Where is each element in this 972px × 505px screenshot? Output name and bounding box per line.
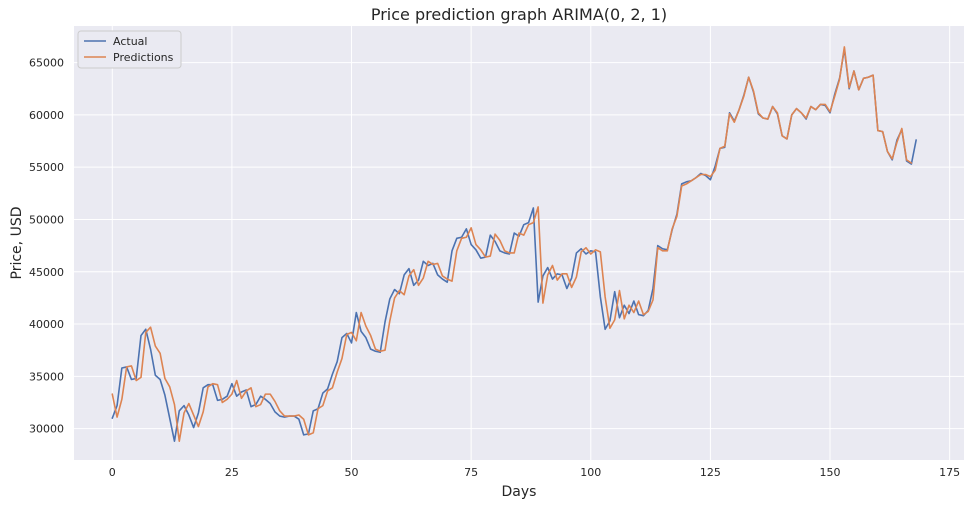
x-tick-label: 0	[109, 466, 116, 479]
y-axis-title: Price, USD	[9, 207, 25, 280]
y-tick-label: 45000	[29, 266, 64, 279]
legend: Actual Predictions	[78, 31, 181, 68]
y-tick-label: 60000	[29, 109, 64, 122]
x-tick-label: 125	[700, 466, 721, 479]
x-tick-label: 50	[345, 466, 359, 479]
legend-label-actual: Actual	[113, 35, 147, 48]
legend-label-predictions: Predictions	[113, 51, 174, 64]
y-tick-label: 55000	[29, 161, 64, 174]
x-axis-title: Days	[502, 484, 537, 500]
x-tick-label: 25	[225, 466, 239, 479]
chart-title: Price prediction graph ARIMA(0, 2, 1)	[371, 5, 667, 24]
y-tick-label: 65000	[29, 57, 64, 70]
y-tick-label: 50000	[29, 213, 64, 226]
y-tick-label: 40000	[29, 318, 64, 331]
x-tick-label: 150	[820, 466, 841, 479]
y-tick-label: 30000	[29, 423, 64, 436]
x-tick-label: 175	[939, 466, 960, 479]
x-tick-label: 100	[580, 466, 601, 479]
y-tick-label: 35000	[29, 370, 64, 383]
x-tick-label: 75	[464, 466, 478, 479]
